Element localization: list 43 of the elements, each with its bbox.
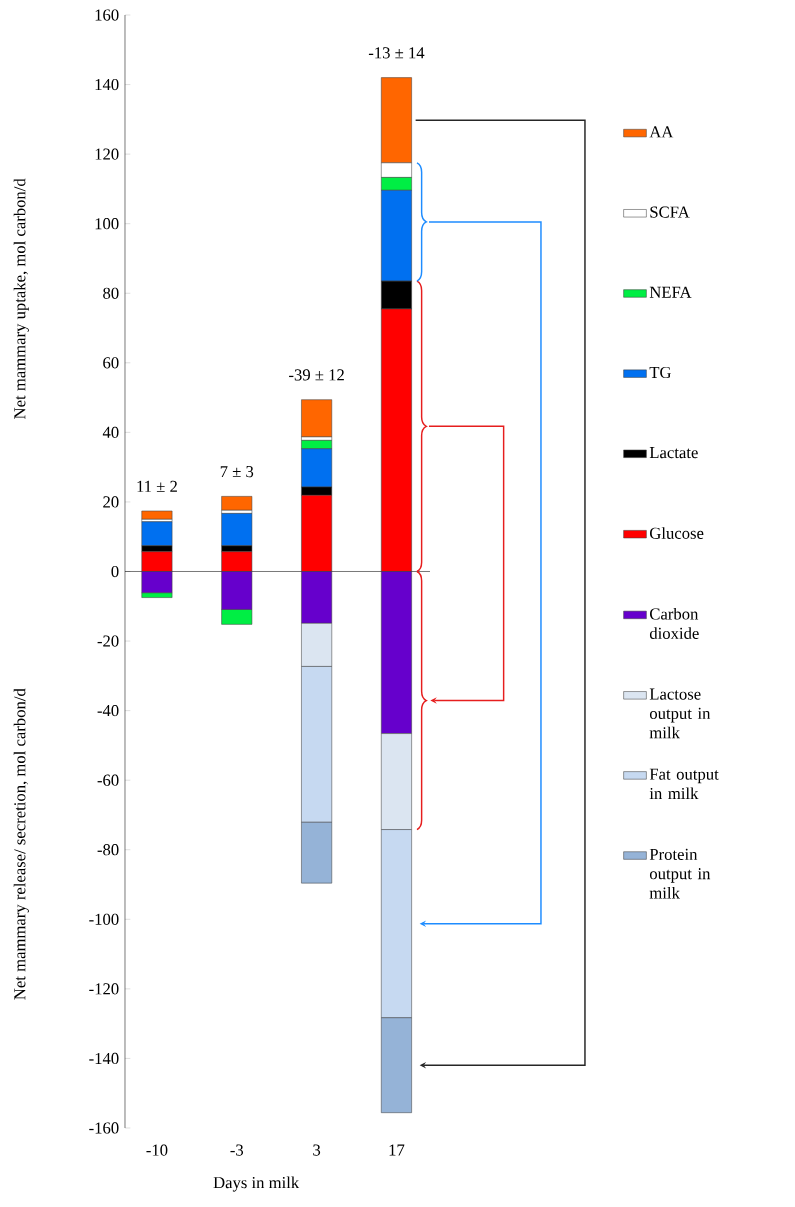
bar [221,496,253,511]
y-tick-label: -160 [89,1122,119,1134]
annotation: -39 ± 12 [289,369,344,381]
legend-label: AA [649,126,674,138]
legend-label: NEFA [649,286,692,298]
y-tick-label: -40 [97,705,119,717]
legend-label: Glucose [650,527,704,539]
x-tick-label: -3 [230,1144,244,1156]
y-tick-label: 160 [95,9,119,21]
y-tick-label: 140 [95,78,119,91]
annotation: 7 ± 3 [220,466,254,478]
legend-label: TG [649,366,672,379]
legend-label: Fat output in milk [649,768,719,799]
x-tick-label: -10 [146,1144,168,1156]
y-tick-label: -140 [89,1052,119,1065]
legend-label: SCFA [650,206,690,218]
y-tick-label: 60 [103,357,119,369]
y-tick-label: -60 [97,774,119,786]
x-tick-label: 17 [389,1144,405,1156]
y-tick-label: 120 [95,148,119,160]
text: Net mammary release/ secretion, mol carbon/d [13,688,29,1000]
x-tick-label: 3 [313,1144,321,1156]
annotation: 11 ± 2 [137,480,177,492]
y-tick-label: -20 [97,635,119,647]
y-tick-label: -120 [89,983,119,995]
y-tick-label: 20 [103,496,119,508]
y-tick-label: 100 [95,218,119,230]
bar [221,513,253,547]
x-axis-title: Days in milk [213,1176,300,1192]
bar [301,399,333,438]
bar [141,521,173,547]
legend-label: Protein output in milk [649,848,711,899]
legend-label: Carbon dioxide [649,607,699,639]
y-tick-label: -100 [89,913,119,925]
y-tick-label: 80 [103,287,119,299]
legend-label: Lactate [649,447,698,459]
bar [141,510,173,520]
y-tick-label: -80 [97,844,119,856]
annotation: -13 ± 14 [368,47,425,59]
y-tick-label: 40 [102,426,119,438]
legend-label: Lactose output in milk [649,688,711,739]
y-tick-label: 0 [111,565,119,578]
y-axis-title: Net mammary uptake, mol carbon/d [13,178,29,419]
